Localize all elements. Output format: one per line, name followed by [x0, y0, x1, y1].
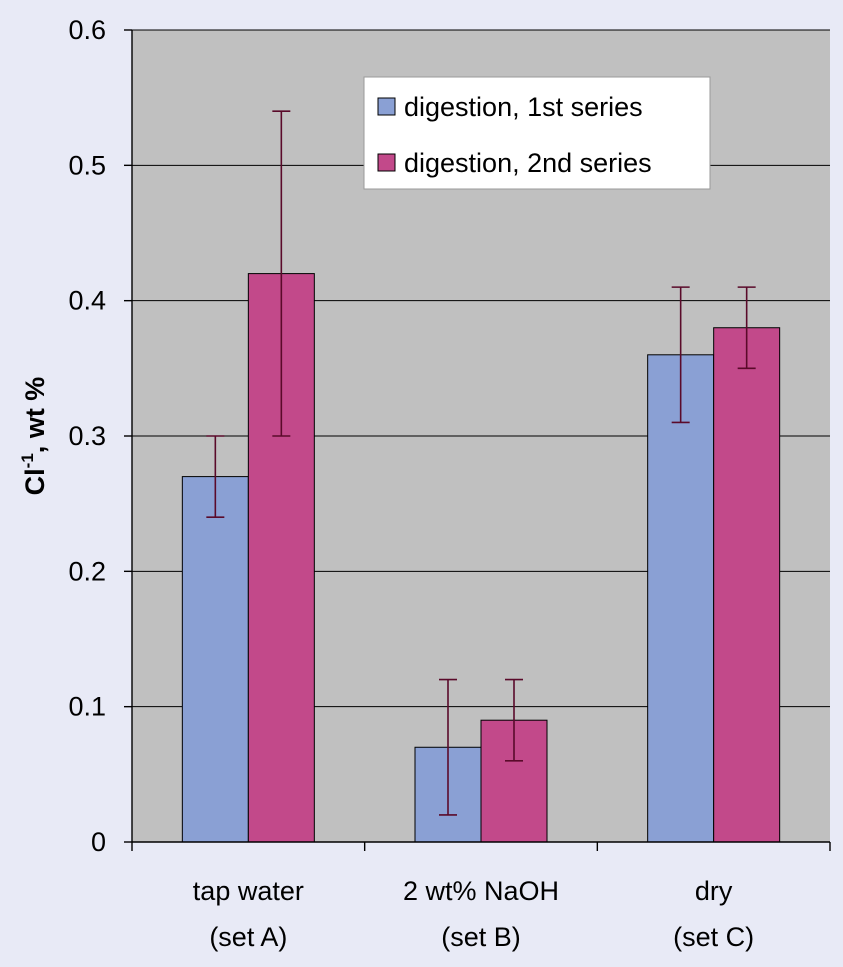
chart: 0 0.1 0.2 0.3 0.4 0.5 0.6 tap water (set A) 2 wt… [0, 0, 843, 967]
x-category-label-line2: (set A) [209, 922, 287, 952]
y-tick-label: 0 [91, 827, 106, 857]
bar-series-1-cat-3 [648, 355, 714, 842]
y-tick-label: 0.4 [68, 286, 106, 316]
legend-swatch-series-1 [378, 98, 395, 115]
y-axis-label: Cl-1, wt % [18, 377, 50, 496]
legend-label-series-1: digestion, 1st series [404, 92, 643, 122]
x-category-label-line1: tap water [193, 876, 304, 906]
y-tick-label: 0.6 [68, 15, 106, 45]
x-category-label-line2: (set C) [673, 922, 754, 952]
y-tick-label: 0.5 [68, 150, 106, 180]
y-axis-label-rest: , wt % [20, 377, 50, 454]
y-tick-label: 0.1 [68, 692, 106, 722]
x-category-labels: tap water (set A) 2 wt% NaOH (set B) dry (set… [193, 876, 754, 952]
bar-series-1-cat-1 [182, 477, 248, 842]
y-tick-label: 0.3 [68, 421, 106, 451]
x-category-label-line2: (set B) [441, 922, 521, 952]
legend-swatch-series-2 [378, 154, 395, 171]
y-axis-label-superscript: -1 [18, 453, 37, 468]
legend: digestion, 1st series digestion, 2nd ser… [364, 77, 710, 189]
bar-series-2-cat-3 [714, 328, 780, 842]
legend-label-series-2: digestion, 2nd series [404, 148, 652, 178]
y-tick-labels: 0 0.1 0.2 0.3 0.4 0.5 0.6 [68, 15, 106, 857]
x-category-label-line1: dry [695, 876, 733, 906]
x-category-label-line1: 2 wt% NaOH [403, 876, 559, 906]
y-tick-label: 0.2 [68, 556, 106, 586]
y-axis-label-base: Cl [20, 468, 50, 495]
